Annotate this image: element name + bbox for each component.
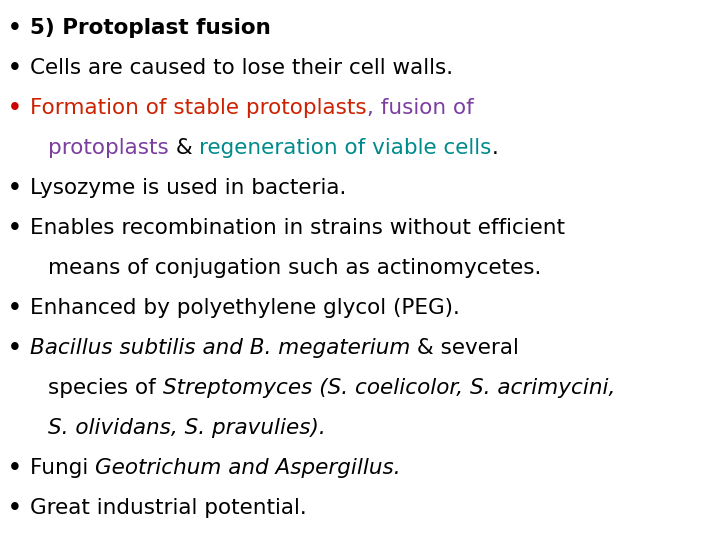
Text: •: • bbox=[8, 218, 22, 238]
Text: species of: species of bbox=[48, 378, 163, 398]
Text: S. olividans, S. pravulies).: S. olividans, S. pravulies). bbox=[48, 418, 325, 438]
Text: •: • bbox=[8, 98, 22, 118]
Text: Fungi: Fungi bbox=[30, 458, 95, 478]
Text: regeneration of viable cells: regeneration of viable cells bbox=[199, 138, 492, 158]
Text: Enables recombination in strains without efficient: Enables recombination in strains without… bbox=[30, 218, 565, 238]
Text: protoplasts: protoplasts bbox=[48, 138, 168, 158]
Text: means of conjugation such as actinomycetes.: means of conjugation such as actinomycet… bbox=[48, 258, 541, 278]
Text: •: • bbox=[8, 58, 22, 78]
Text: , fusion of: , fusion of bbox=[366, 98, 473, 118]
Text: & several: & several bbox=[410, 338, 519, 358]
Text: •: • bbox=[8, 498, 22, 518]
Text: Streptomyces (S. coelicolor, S. acrimycini,: Streptomyces (S. coelicolor, S. acrimyci… bbox=[163, 378, 615, 398]
Text: &: & bbox=[168, 138, 199, 158]
Text: •: • bbox=[8, 458, 22, 478]
Text: .: . bbox=[492, 138, 499, 158]
Text: Bacillus subtilis and B. megaterium: Bacillus subtilis and B. megaterium bbox=[30, 338, 410, 358]
Text: Cells are caused to lose their cell walls.: Cells are caused to lose their cell wall… bbox=[30, 58, 453, 78]
Text: Great industrial potential.: Great industrial potential. bbox=[30, 498, 307, 518]
Text: 5) Protoplast fusion: 5) Protoplast fusion bbox=[30, 18, 271, 38]
Text: Lysozyme is used in bacteria.: Lysozyme is used in bacteria. bbox=[30, 178, 346, 198]
Text: •: • bbox=[8, 178, 22, 198]
Text: •: • bbox=[8, 298, 22, 318]
Text: Formation of stable protoplasts: Formation of stable protoplasts bbox=[30, 98, 366, 118]
Text: Geotrichum and Aspergillus.: Geotrichum and Aspergillus. bbox=[95, 458, 401, 478]
Text: •: • bbox=[8, 338, 22, 358]
Text: •: • bbox=[8, 18, 22, 38]
Text: Enhanced by polyethylene glycol (PEG).: Enhanced by polyethylene glycol (PEG). bbox=[30, 298, 460, 318]
